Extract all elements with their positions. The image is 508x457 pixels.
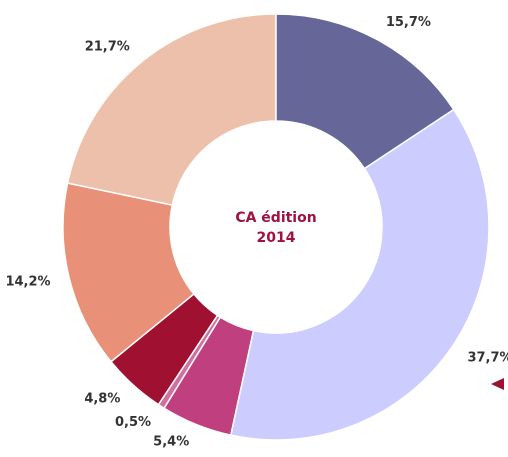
donut-slice: [109, 292, 219, 406]
data-label: 37,7%: [467, 351, 508, 366]
center-title: CA édition: [235, 210, 316, 226]
data-label: 14,2%: [5, 274, 50, 289]
donut-slice: [275, 13, 455, 170]
data-label: 5,4%: [153, 435, 189, 450]
center-title: 2014: [257, 230, 296, 246]
donut-slice: [229, 108, 490, 441]
donut-slice: [163, 316, 255, 437]
data-label: 4,8%: [84, 392, 120, 407]
marker: [491, 378, 504, 390]
data-label: 21,7%: [85, 39, 130, 54]
donut-slice: [62, 182, 195, 363]
donut-slice: [66, 13, 277, 207]
data-label: 0,5%: [115, 415, 151, 430]
data-label: 15,7%: [386, 15, 431, 30]
